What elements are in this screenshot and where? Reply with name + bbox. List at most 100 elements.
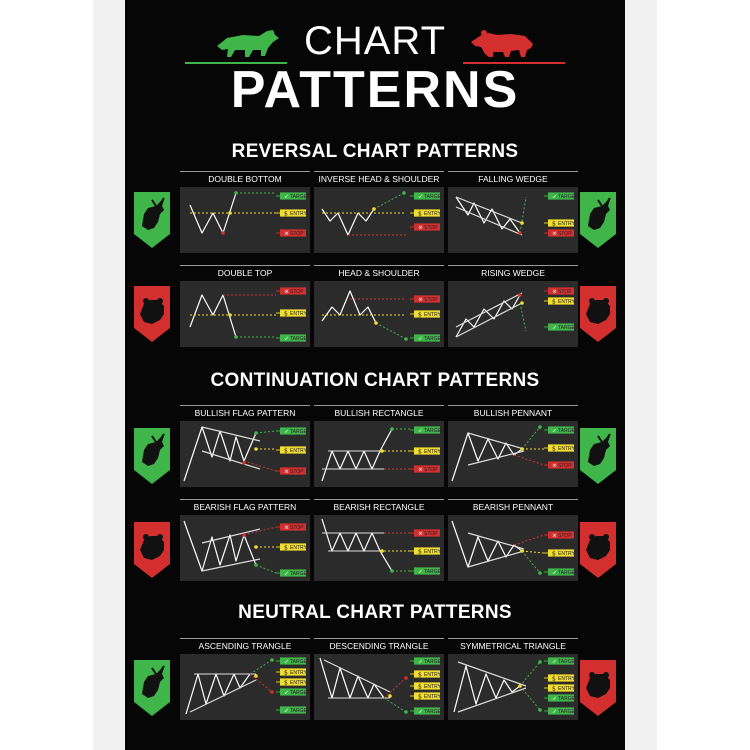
target-label-box <box>280 334 306 342</box>
marker-dot <box>270 658 274 662</box>
stop-label: STOP <box>424 467 438 473</box>
projection-line <box>249 659 273 675</box>
pattern-diagram: ✕ STOP $ ENTRY ✓ TARGET <box>314 281 444 347</box>
trend-line <box>189 679 257 713</box>
pattern-card-bullish-rectangle: BULLISH RECTANGLE ✓ TARGET $ ENTRY ✕ STOP <box>314 405 444 489</box>
bear-badge-icon <box>134 286 170 342</box>
entry-label-box <box>548 674 574 682</box>
marker-dot <box>538 708 542 712</box>
entry-icon: $ <box>418 210 422 217</box>
target-icon: ✓ <box>418 708 423 715</box>
stop-label-box <box>414 529 440 537</box>
target-label: TARGET <box>424 569 444 575</box>
bull-divider-line <box>185 62 287 64</box>
projection-line <box>519 661 541 687</box>
pattern-card-falling-wedge: FALLING WEDGE ✓ TARGET $ ENTRY ✕ STOP <box>448 171 578 255</box>
target-label-box <box>280 427 306 435</box>
bull-badge-icon <box>580 428 616 484</box>
marker-dot <box>254 431 258 435</box>
projection-line <box>243 526 277 536</box>
target-label: TARGET <box>558 709 578 715</box>
entry-icon: $ <box>552 685 556 692</box>
marker-dot <box>254 545 258 549</box>
pattern-card-bullish-flag: BULLISH FLAG PATTERN ✓ TARGET $ ENTRY ✕ STOP <box>180 405 310 489</box>
target-icon: ✓ <box>284 707 289 714</box>
ear-icon <box>589 298 595 304</box>
target-label-box <box>548 568 574 576</box>
left-margin <box>93 0 125 750</box>
pattern-title: ASCENDING TRANGLE <box>180 638 310 653</box>
pattern-card-head-shoulder: HEAD & SHOULDER ✕ STOP $ ENTRY ✓ TARGET <box>314 265 444 349</box>
bull-icon <box>217 30 279 57</box>
entry-label: ENTRY <box>290 448 308 454</box>
target-label-box <box>548 426 574 434</box>
pattern-card-bearish-rectangle: BEARISH RECTANGLE ✕ STOP $ ENTRY ✓ TARGET <box>314 499 444 583</box>
price-line <box>451 432 523 482</box>
bull-head-icon <box>142 200 164 230</box>
entry-label: ENTRY <box>424 684 442 690</box>
entry-label-box <box>414 692 440 700</box>
pattern-diagram: ✓ TARGET $ ENTRY $ ENTRY ✓ TARGET ✓ TARGET <box>448 654 578 720</box>
bull-head-icon <box>142 668 164 698</box>
pattern-title: BULLISH PENNANT <box>448 405 578 420</box>
horn-icon <box>597 197 611 207</box>
bull-head-icon <box>588 200 610 230</box>
poster: CHART PATTERNS REVERSAL CHART PATTERNS C… <box>125 0 625 750</box>
pattern-diagram: ✕ STOP $ ENTRY ✓ TARGET <box>314 515 444 581</box>
target-label: TARGET <box>290 708 310 714</box>
target-label: TARGET <box>290 571 310 577</box>
target-icon: ✓ <box>284 570 289 577</box>
stop-label: STOP <box>290 231 304 237</box>
target-icon: ✓ <box>552 708 557 715</box>
pattern-card-rising-wedge: RISING WEDGE ✕ STOP $ ENTRY ✓ TARGET <box>448 265 578 349</box>
marker-dot <box>518 231 522 235</box>
marker-dot <box>388 694 392 698</box>
marker-dot <box>221 231 225 235</box>
target-icon: ✓ <box>284 335 289 342</box>
stop-icon: ✕ <box>418 530 423 537</box>
pattern-title: BEARISH FLAG PATTERN <box>180 499 310 514</box>
target-label-box <box>414 567 440 575</box>
target-label: TARGET <box>558 194 578 200</box>
pattern-title: DOUBLE BOTTOM <box>180 171 310 186</box>
horn-icon <box>597 433 611 443</box>
pattern-card-ascending-triangle: ASCENDING TRANGLE ✓ TARGET $ ENTRY $ ENTRY ✓ TA… <box>180 638 310 722</box>
trend-line <box>467 550 525 568</box>
target-label: TARGET <box>424 709 444 715</box>
marker-dot <box>242 533 246 537</box>
price-line <box>455 294 521 338</box>
target-icon: ✓ <box>418 427 423 434</box>
trend-line <box>457 661 527 687</box>
stop-icon: ✕ <box>552 230 557 237</box>
target-label: TARGET <box>290 336 310 342</box>
target-label-box <box>280 569 306 577</box>
stop-label: STOP <box>290 289 304 295</box>
pattern-title: BEARISH RECTANGLE <box>314 499 444 514</box>
target-label-box <box>548 192 574 200</box>
entry-icon: $ <box>552 550 556 557</box>
marker-dot <box>390 569 394 573</box>
stop-label-box <box>414 295 440 303</box>
pattern-card-double-top: DOUBLE TOP ✕ STOP $ ENTRY ✓ TARGET <box>180 265 310 349</box>
marker-dot <box>254 563 258 567</box>
entry-label: ENTRY <box>290 545 308 551</box>
trend-line <box>201 528 261 544</box>
entry-label-box <box>280 543 306 551</box>
bull-head-icon <box>142 436 164 466</box>
bear-badge-icon <box>134 522 170 578</box>
target-label: TARGET <box>558 428 578 434</box>
stop-label: STOP <box>424 297 438 303</box>
entry-label: ENTRY <box>424 449 442 455</box>
entry-label-box <box>280 309 306 317</box>
marker-dot <box>404 337 408 341</box>
pattern-diagram: ✓ TARGET $ ENTRY ✕ STOP <box>314 187 444 253</box>
entry-label: ENTRY <box>424 211 442 217</box>
entry-label: ENTRY <box>290 670 308 676</box>
projection-line <box>255 564 277 574</box>
trend-line <box>467 432 525 450</box>
stop-label-box <box>548 287 574 295</box>
marker-dot <box>234 335 238 339</box>
entry-label-box <box>280 209 306 217</box>
pattern-title: RISING WEDGE <box>448 265 578 280</box>
marker-dot <box>404 676 408 680</box>
